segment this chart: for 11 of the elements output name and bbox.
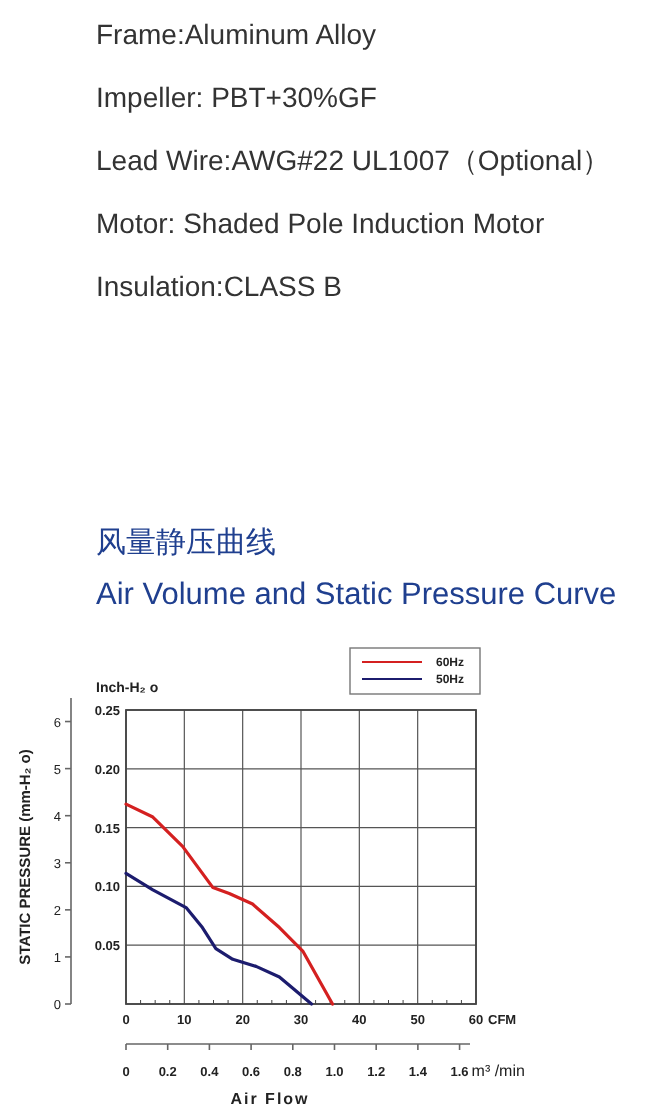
x2-axis-title: m³ /min <box>471 1062 525 1080</box>
text: Air Flow <box>230 1090 310 1108</box>
text: Impeller: PBT+30%GF <box>96 81 377 113</box>
text: Frame:Aluminum Alloy <box>96 18 377 50</box>
text: Lead Wire:AWG#22 UL1007（Optional） <box>96 144 611 176</box>
chart-title: 风量静压曲线 <box>96 526 276 560</box>
line-series <box>124 802 335 1006</box>
text: Motor: Shaded Pole Induction Motor <box>96 207 545 239</box>
chart-subtitle: Air Volume and Static Pressure Curve <box>96 578 617 612</box>
line-series <box>124 871 314 1006</box>
text: Insulation:CLASS B <box>96 270 342 302</box>
